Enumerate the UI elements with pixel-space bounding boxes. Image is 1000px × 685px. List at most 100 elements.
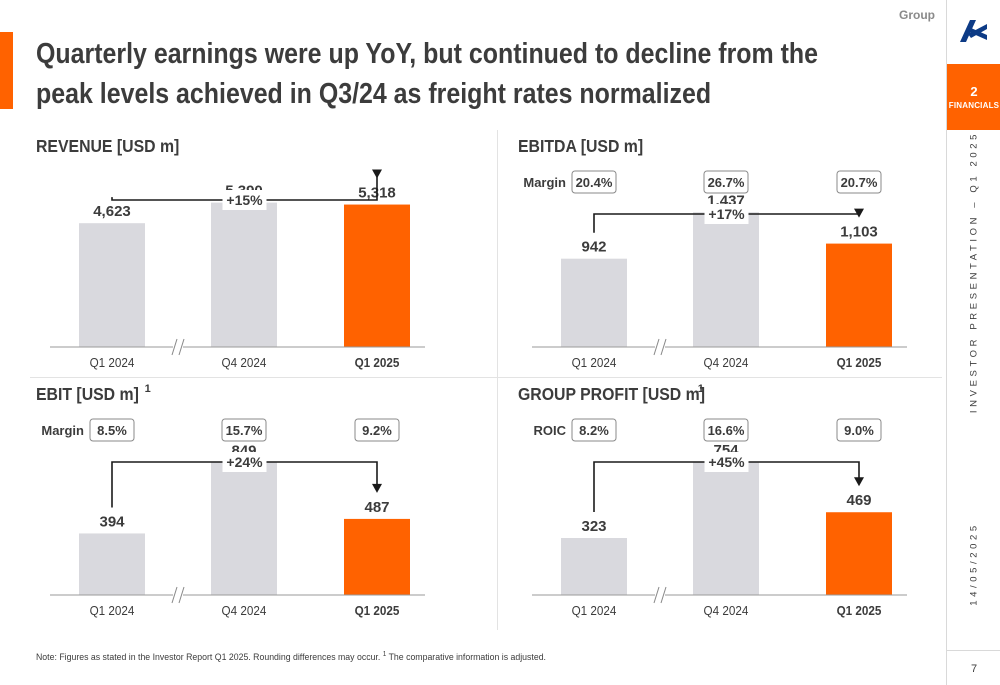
axis-break-mark <box>178 586 185 604</box>
data-label: 323 <box>581 518 606 535</box>
ratio-label: ROIC <box>534 423 567 438</box>
category-label: Q1 2024 <box>572 355 617 370</box>
page-number: 7 <box>970 663 978 675</box>
chart-title-sup: 1 <box>145 383 151 395</box>
ratio-value: 8.5% <box>97 423 127 438</box>
category-label: Q1 2025 <box>355 355 400 370</box>
change-arrow-head <box>854 208 864 218</box>
axis-break-mark <box>171 586 178 604</box>
ratio-value: 20.4% <box>576 175 613 190</box>
bar-q1-2025 <box>344 204 410 347</box>
section-number: 2 <box>970 84 978 99</box>
ratio-box <box>703 418 749 442</box>
footnote-sup: 1 <box>382 651 387 658</box>
ratio-value: 9.0% <box>844 423 874 438</box>
ebitda-chart: EBITDA [USD m] 942 1,437 1,103 Q1 2024 Q4 202… <box>512 130 922 375</box>
data-label: 487 <box>364 499 389 516</box>
category-label: Q1 2025 <box>355 603 400 618</box>
ratio-value: 16.6% <box>708 423 745 438</box>
bar-q4-2024 <box>211 202 277 347</box>
ratio-value: 8.2% <box>579 423 609 438</box>
footnote-text: Note: Figures as stated in the Investor … <box>36 652 381 664</box>
bar-q4-2024 <box>211 462 277 595</box>
chart-title: GROUP PROFIT [USD m] <box>518 384 705 404</box>
bar-q1-2025 <box>826 512 892 595</box>
category-label: Q1 2024 <box>572 603 617 618</box>
category-label: Q4 2024 <box>222 355 267 370</box>
ratio-value: 9.2% <box>362 423 392 438</box>
axis-break-mark <box>660 338 667 356</box>
group-profit-chart: GROUP PROFIT [USD m] 1 323 754 469 Q1 2024 Q4 … <box>512 378 922 623</box>
axis-break-gap <box>173 586 183 604</box>
bar-q1-2024 <box>561 258 627 347</box>
axis-break-mark <box>653 338 660 356</box>
ratio-box <box>221 418 267 442</box>
ratio-label: Margin <box>41 423 84 438</box>
section-name: FINANCIALS <box>948 101 1000 110</box>
ratio-box <box>571 418 617 442</box>
category-label: Q1 2025 <box>837 355 882 370</box>
chart-title: REVENUE [USD m] <box>36 136 179 156</box>
group-label: Group <box>899 8 935 22</box>
bar-q4-2024 <box>693 461 759 595</box>
ratio-box <box>89 418 135 442</box>
change-label-bg <box>222 190 267 210</box>
page-title-line-1: Quarterly earnings were up YoY, but cont… <box>36 38 819 70</box>
bar-q1-2024 <box>79 223 145 347</box>
chart-title-sup: 1 <box>698 383 704 395</box>
change-label: +15% <box>226 192 263 208</box>
axis-break-gap <box>655 338 665 356</box>
sidebar-divider-bottom <box>947 650 1000 651</box>
chart-title: EBIT [USD m] <box>36 384 139 404</box>
axis-break-mark <box>178 338 185 356</box>
change-label: +24% <box>226 454 263 470</box>
category-label: Q1 2024 <box>90 355 135 370</box>
chart-title: EBITDA [USD m] <box>518 136 643 156</box>
axis-break-mark <box>660 586 667 604</box>
page-title-line-2: peak levels achieved in Q3/24 as freight… <box>36 78 712 110</box>
data-label: 942 <box>581 239 606 256</box>
axis-break-mark <box>653 586 660 604</box>
ratio-box <box>354 418 400 442</box>
change-label: +45% <box>708 454 745 470</box>
axis-break-gap <box>173 338 183 356</box>
quadrant-divider-horizontal <box>30 377 942 378</box>
category-label: Q4 2024 <box>222 603 267 618</box>
ratio-box <box>836 170 882 194</box>
right-sidebar: 2 FINANCIALS INVESTOR PRESENTATION – Q1 … <box>946 0 1000 685</box>
date-label: 14/05/2025 <box>968 522 980 606</box>
category-label: Q1 2024 <box>90 603 135 618</box>
presentation-label: INVESTOR PRESENTATION – Q1 2025 <box>968 130 980 414</box>
category-label: Q4 2024 <box>704 355 749 370</box>
footnote-text-2: The comparative information is adjusted. <box>388 652 546 664</box>
ratio-box <box>836 418 882 442</box>
section-tab-financials[interactable]: 2 FINANCIALS <box>947 64 1000 130</box>
change-label-bg <box>704 204 749 224</box>
change-arrow-head <box>854 477 864 487</box>
change-label-bg <box>704 452 749 472</box>
title-accent-bar <box>0 32 13 109</box>
ratio-box <box>571 170 617 194</box>
bar-q1-2025 <box>344 518 410 595</box>
change-arrow-head <box>372 483 382 493</box>
axis-break-mark <box>171 338 178 356</box>
axis-break-gap <box>655 586 665 604</box>
footnote: Note: Figures as stated in the Investor … <box>36 651 546 663</box>
change-label: +17% <box>708 206 745 222</box>
bar-q1-2024 <box>561 538 627 595</box>
data-label: 394 <box>99 513 125 530</box>
data-label: 4,623 <box>93 203 131 220</box>
bar-q4-2024 <box>693 212 759 347</box>
ratio-box <box>703 170 749 194</box>
ratio-value: 20.7% <box>841 175 878 190</box>
bar-q1-2024 <box>79 533 145 595</box>
change-label-bg <box>222 452 267 472</box>
data-label: 1,103 <box>840 224 878 241</box>
bar-q1-2025 <box>826 243 892 347</box>
company-logo-icon <box>960 20 987 42</box>
